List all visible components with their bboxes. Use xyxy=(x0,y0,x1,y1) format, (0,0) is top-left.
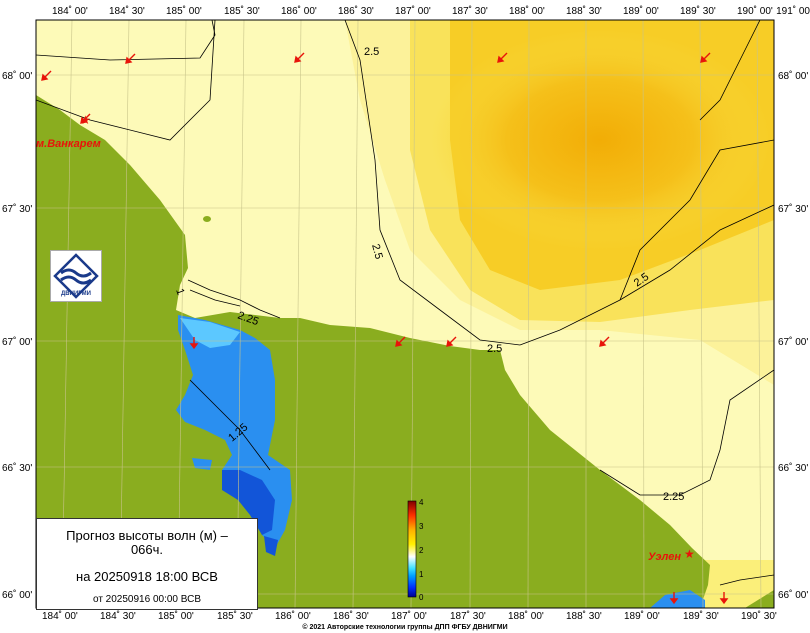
lagoon-channel xyxy=(264,536,278,556)
map-border xyxy=(35,19,775,609)
lon-label: 187˚ 30' xyxy=(452,5,488,17)
map-frame: 2.5 2.5 2.5 2.5 2.25 2.25 1.25 1 ★ ★ м.В… xyxy=(36,20,774,608)
lon-label: 191˚ 00' xyxy=(776,5,810,17)
wave-arrows xyxy=(41,52,729,605)
dvnigmi-logo-icon: ДВНИГМИ xyxy=(53,253,99,299)
logo-text: ДВНИГМИ xyxy=(61,291,91,297)
lat-labels-left: 68˚ 00' 67˚ 30' 67˚ 00' 66˚ 30' 66˚ 00' xyxy=(2,70,32,601)
wave-direction-arrow xyxy=(395,336,406,347)
wave-direction-arrow xyxy=(599,336,610,347)
wave-direction-arrow xyxy=(446,336,457,347)
colorbar-tick: 4 xyxy=(419,498,424,507)
lon-label: 186˚ 00' xyxy=(281,5,317,17)
lon-label: 189˚ 30' xyxy=(680,5,716,17)
wave-direction-arrow xyxy=(497,52,508,63)
lon-label: 186˚ 30' xyxy=(338,5,374,17)
contours xyxy=(36,20,774,586)
lat-label: 67˚ 30' xyxy=(778,203,808,215)
lon-labels-bottom: 184˚ 00' 184˚ 30' 185˚ 00' 185˚ 30' 186˚… xyxy=(42,610,777,622)
lat-labels-right: 68˚ 00' 67˚ 30' 67˚ 00' 66˚ 30' 66˚ 00' xyxy=(778,70,808,601)
lat-label: 67˚ 00' xyxy=(2,336,32,348)
lon-labels-top: 184˚ 00' 184˚ 30' 185˚ 00' 185˚ 30' 186˚… xyxy=(52,5,810,17)
lagoon-deep xyxy=(222,470,275,535)
lon-label: 187˚ 30' xyxy=(450,610,486,622)
settlement-star: ★ xyxy=(684,547,695,561)
lon-label: 189˚ 00' xyxy=(623,5,659,17)
wave-direction-arrow xyxy=(189,337,199,350)
lat-label: 67˚ 30' xyxy=(2,203,32,215)
contour-label: 2.25 xyxy=(663,491,684,503)
colorbar-ticks: 4 3 2 1 0 xyxy=(419,498,424,602)
lat-label: 68˚ 00' xyxy=(778,70,808,82)
lon-label: 184˚ 00' xyxy=(52,5,88,17)
contour-label: 1 xyxy=(173,287,186,297)
colorbar-tick: 2 xyxy=(419,546,424,555)
contour-label: 2.5 xyxy=(487,343,502,355)
settlement-star: ★ xyxy=(80,113,91,127)
colorbar xyxy=(407,500,417,598)
contour-label: 2.5 xyxy=(364,46,379,58)
lon-label: 188˚ 00' xyxy=(508,610,544,622)
lon-label: 186˚ 30' xyxy=(333,610,369,622)
lat-label: 66˚ 30' xyxy=(2,462,32,474)
graticule xyxy=(36,20,774,608)
lon-label: 188˚ 00' xyxy=(509,5,545,17)
lon-label: 185˚ 30' xyxy=(224,5,260,17)
place-name-vankarem: м.Ванкарем xyxy=(36,138,101,150)
lat-label: 68˚ 00' xyxy=(2,70,32,82)
lon-label: 188˚ 30' xyxy=(566,610,602,622)
lon-label: 190˚ 30' xyxy=(741,610,777,622)
land-chukotka xyxy=(36,95,710,608)
lat-label: 67˚ 00' xyxy=(778,336,808,348)
wave-direction-arrow xyxy=(719,592,729,605)
forecast-base-time: от 20250916 00:00 ВСВ xyxy=(92,594,201,605)
wave-direction-arrow xyxy=(125,53,136,64)
lon-label: 186˚ 00' xyxy=(275,610,311,622)
lon-label: 190˚ 00' xyxy=(737,5,773,17)
place-name-uelen: Уэлен xyxy=(648,551,681,563)
lagoon-light xyxy=(180,318,240,348)
wave-direction-arrow xyxy=(669,592,679,605)
dvnigmi-logo: ДВНИГМИ xyxy=(50,250,102,302)
lon-label: 187˚ 00' xyxy=(391,610,427,622)
lon-label: 184˚ 00' xyxy=(42,610,78,622)
wave-direction-arrow xyxy=(80,113,91,124)
land-east xyxy=(745,590,774,608)
copyright: © 2021 Авторские технологии группы ДПП Ф… xyxy=(302,623,507,631)
lat-label: 66˚ 00' xyxy=(2,589,32,601)
wave-direction-arrow xyxy=(294,52,305,63)
lon-label: 188˚ 30' xyxy=(566,5,602,17)
contour-label: 2.5 xyxy=(369,243,385,261)
colorbar-tick: 1 xyxy=(419,570,424,579)
sea-peak xyxy=(430,30,770,250)
lon-label: 185˚ 00' xyxy=(158,610,194,622)
lon-label: 185˚ 30' xyxy=(217,610,253,622)
lat-label: 66˚ 30' xyxy=(778,462,808,474)
forecast-title-box: Прогноз высоты волн (м) – 066ч. на 20250… xyxy=(36,518,258,610)
lon-label: 189˚ 00' xyxy=(624,610,660,622)
wave-direction-arrow xyxy=(41,70,52,81)
forecast-title: Прогноз высоты волн (м) – 066ч. xyxy=(66,528,228,557)
lon-label: 189˚ 30' xyxy=(683,610,719,622)
lon-label: 184˚ 30' xyxy=(100,610,136,622)
colorbar-tick: 0 xyxy=(419,593,424,602)
wave-direction-arrow xyxy=(700,52,711,63)
colorbar-tick: 3 xyxy=(419,522,424,531)
islet xyxy=(203,216,211,222)
sea-band-south xyxy=(700,560,774,608)
lat-label: 66˚ 00' xyxy=(778,589,808,601)
lon-label: 185˚ 00' xyxy=(166,5,202,17)
lon-label: 184˚ 30' xyxy=(109,5,145,17)
forecast-valid-time: на 20250918 18:00 ВСВ xyxy=(76,569,218,584)
lon-label: 187˚ 00' xyxy=(395,5,431,17)
